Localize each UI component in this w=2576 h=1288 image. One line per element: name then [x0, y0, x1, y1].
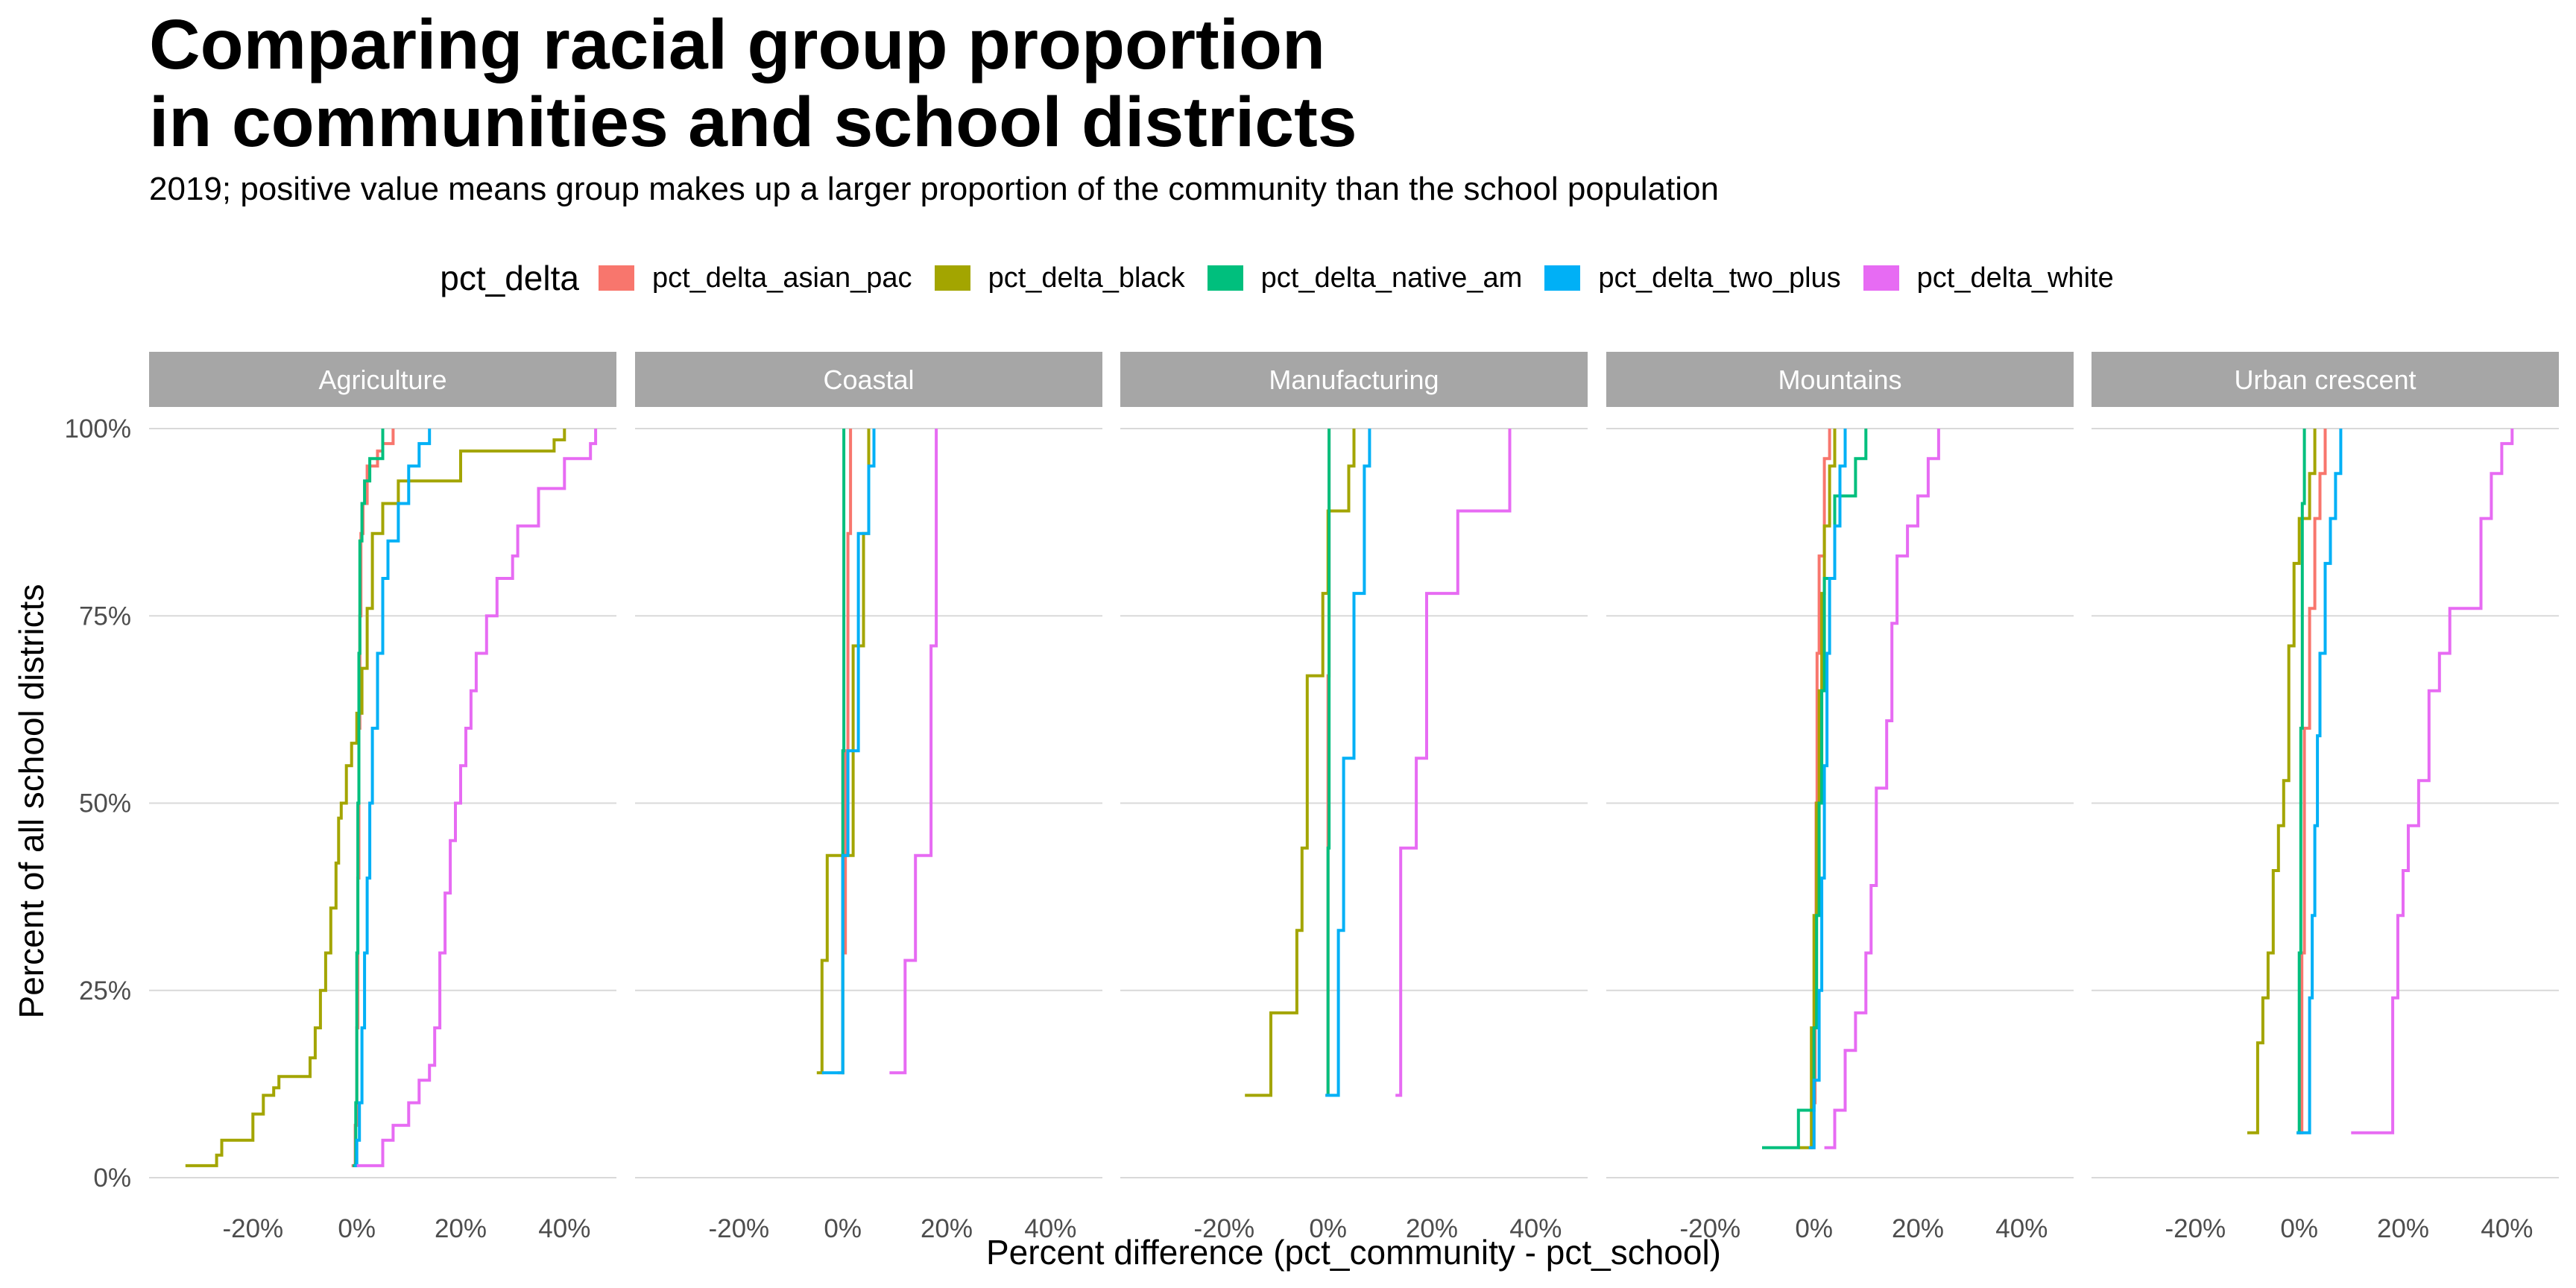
- legend-item: pct_delta_two_plus: [1544, 262, 1841, 294]
- x-tick-label: 20%: [921, 1214, 973, 1243]
- series-line: [1824, 429, 1940, 1149]
- legend-label: pct_delta_native_am: [1260, 262, 1523, 294]
- x-axis-title: Percent difference (pct_community - pct_…: [986, 1233, 1721, 1272]
- y-tick-label: 75%: [79, 602, 131, 631]
- facet-strip-label: Urban crescent: [2234, 364, 2416, 395]
- x-tick-label: 0%: [2280, 1214, 2318, 1243]
- x-tick-label: -20%: [1679, 1214, 1740, 1243]
- x-tick-label: 0%: [1795, 1214, 1833, 1243]
- chart-title-line-2: in communities and school districts: [149, 83, 1357, 162]
- x-tick-label: 0%: [338, 1214, 376, 1243]
- facet-strip-label: Manufacturing: [1269, 364, 1439, 395]
- legend-title: pct_delta: [440, 259, 579, 297]
- x-tick-label: 40%: [1024, 1214, 1076, 1243]
- legend-label: pct_delta_asian_pac: [651, 262, 912, 294]
- series-line: [185, 429, 566, 1167]
- facet-strip-label: Coastal: [823, 364, 914, 395]
- legend-key: [1207, 265, 1243, 291]
- series-line: [2351, 429, 2514, 1134]
- series-line: [353, 429, 385, 1167]
- x-tick-label: 0%: [824, 1214, 862, 1243]
- facet-panel: Manufacturing -20% 0% 20% 40%: [1120, 352, 1588, 1243]
- series-line: [2296, 429, 2306, 1134]
- x-tick-label: 20%: [1892, 1214, 1944, 1243]
- legend-key: [598, 265, 634, 291]
- legend-item: pct_delta_white: [1863, 262, 2114, 294]
- facet-panel: Urban crescent -20% 0% 20% 40%: [2092, 352, 2559, 1243]
- legend-label: pct_delta_two_plus: [1598, 262, 1841, 294]
- x-tick-label: -20%: [708, 1214, 769, 1243]
- legend-key: [934, 265, 970, 291]
- series-line: [1245, 429, 1356, 1097]
- x-tick-label: -20%: [2165, 1214, 2226, 1243]
- x-tick-label: 0%: [1309, 1214, 1347, 1243]
- legend-label: pct_delta_white: [1916, 262, 2114, 294]
- series-line: [2296, 429, 2343, 1134]
- y-tick-label: 50%: [79, 789, 131, 818]
- series-line: [821, 429, 876, 1075]
- y-tick-label: 25%: [79, 976, 131, 1006]
- x-tick-label: 20%: [1406, 1214, 1458, 1243]
- facet-strip: [1120, 352, 1588, 407]
- series-line: [1395, 429, 1512, 1097]
- series-line: [1762, 429, 1868, 1149]
- y-axis-title: Percent of all school districts: [12, 584, 51, 1019]
- y-tick-label: 100%: [64, 414, 131, 443]
- series-line: [1808, 429, 1847, 1149]
- x-tick-label: 40%: [2481, 1214, 2533, 1243]
- x-tick-label: 40%: [1509, 1214, 1562, 1243]
- x-tick-label: -20%: [1193, 1214, 1254, 1243]
- facet-strip: [2092, 352, 2559, 407]
- chart-subtitle: 2019; positive value means group makes u…: [149, 171, 1719, 207]
- facet-strip-label: Agriculture: [318, 364, 446, 395]
- legend-item: pct_delta_native_am: [1207, 262, 1523, 294]
- facet-strip: [149, 352, 616, 407]
- facet-panel: Mountains -20% 0% 20% 40%: [1606, 352, 2074, 1243]
- facet-strip: [1606, 352, 2074, 407]
- legend-item: pct_delta_asian_pac: [598, 262, 912, 294]
- x-tick-label: -20%: [222, 1214, 283, 1243]
- legend-item: pct_delta_black: [934, 262, 1185, 294]
- x-tick-label: 40%: [538, 1214, 590, 1243]
- x-tick-label: 40%: [1995, 1214, 2048, 1243]
- legend-label: pct_delta_black: [988, 262, 1185, 294]
- series-line: [889, 429, 938, 1075]
- series-line: [354, 429, 432, 1167]
- facet-strip: [635, 352, 1102, 407]
- legend: pct_delta pct_delta_asian_pac pct_delta_…: [0, 252, 2576, 304]
- chart-title: Comparing racial group proportion in com…: [149, 6, 1938, 161]
- facet-panel: Agriculture -20% 0% 20% 40%: [149, 352, 616, 1243]
- chart-title-line-1: Comparing racial group proportion: [149, 5, 1326, 84]
- x-tick-label: 20%: [2377, 1214, 2429, 1243]
- legend-key: [1544, 265, 1581, 291]
- x-tick-label: 20%: [435, 1214, 487, 1243]
- series-line: [356, 429, 598, 1167]
- y-tick-label: 0%: [93, 1164, 131, 1193]
- facet-panel: Coastal -20% 0% 20% 40%: [635, 352, 1102, 1243]
- legend-key: [1863, 265, 1899, 291]
- series-line: [1325, 429, 1371, 1097]
- facet-strip-label: Mountains: [1778, 364, 1901, 395]
